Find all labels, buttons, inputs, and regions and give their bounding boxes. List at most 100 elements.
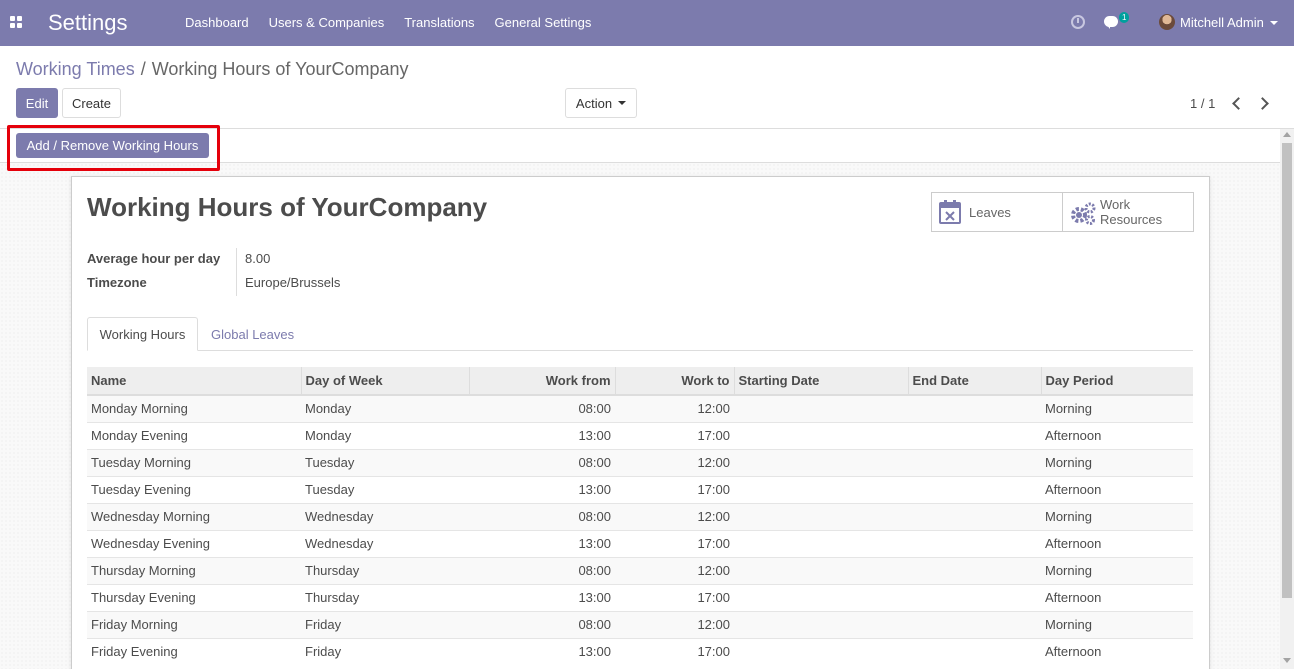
cell-day-period: Afternoon [1041, 583, 1193, 611]
cell-work-from: 08:00 [469, 502, 615, 530]
cell-name: Thursday Evening [87, 583, 301, 611]
cell-day-period: Morning [1041, 610, 1193, 638]
caret-down-icon[interactable] [1270, 21, 1278, 25]
cell-end-date [908, 637, 1041, 665]
create-button[interactable]: Create [62, 88, 121, 118]
cell-work-to: 12:00 [615, 394, 734, 422]
table-row[interactable]: Wednesday Evening Wednesday 13:00 17:00 Afte… [87, 529, 1193, 557]
cell-end-date [908, 556, 1041, 584]
table-row[interactable]: Friday Morning Friday 08:00 12:00 Morning [87, 610, 1193, 638]
action-label: Action [575, 95, 613, 111]
cell-work-to: 17:00 [615, 421, 734, 449]
table-row[interactable]: Friday Evening Friday 13:00 17:00 Afternoon [87, 637, 1193, 665]
work-resources-label-line1: Work [1100, 197, 1131, 212]
cell-day-of-week: Monday [301, 421, 469, 449]
cell-starting-date [734, 394, 908, 422]
column-header-day-of-week[interactable]: Day of Week [300, 367, 469, 396]
timezone-value: Europe/Brussels [245, 275, 341, 290]
breadcrumb: Working Times / Working Hours of YourCompa… [16, 59, 409, 80]
cell-day-period: Morning [1041, 448, 1193, 476]
table-row[interactable]: Thursday Morning Thursday 08:00 12:00 Mornin… [87, 556, 1193, 584]
avatar[interactable] [1159, 14, 1175, 30]
timezone-label: Timezone [87, 275, 147, 290]
work-resources-label-line2: Resources [1100, 212, 1163, 227]
edit-button[interactable]: Edit [16, 88, 58, 118]
cell-work-from: 08:00 [469, 448, 615, 476]
cell-end-date [908, 583, 1041, 611]
cell-work-from: 13:00 [469, 421, 615, 449]
cell-work-to: 12:00 [615, 448, 734, 476]
cell-work-to: 17:00 [615, 529, 734, 557]
menu-item-translations[interactable]: Translations [404, 15, 475, 30]
cell-starting-date [734, 556, 908, 584]
column-header-name[interactable]: Name [87, 367, 301, 396]
table-row[interactable]: Thursday Evening Thursday 13:00 17:00 Aftern… [87, 583, 1193, 611]
cell-day-of-week: Friday [301, 610, 469, 638]
record-title: Working Hours of YourCompany [87, 192, 488, 222]
leaves-smart-button[interactable]: Leaves [931, 192, 1063, 232]
cell-name: Tuesday Evening [87, 475, 301, 503]
table-row[interactable]: Wednesday Morning Wednesday 08:00 12:00 Morn… [87, 502, 1193, 530]
field-divider [236, 248, 237, 296]
table-row[interactable]: Tuesday Morning Tuesday 08:00 12:00 Morning [87, 448, 1193, 476]
work-resources-smart-button[interactable]: Work Resources [1062, 192, 1194, 232]
breadcrumb-current: Working Hours of YourCompany [151, 59, 409, 79]
scroll-down-arrow-icon[interactable] [1283, 658, 1291, 663]
breadcrumb-separator: / [140, 59, 146, 79]
avg-hour-label: Average hour per day [87, 251, 221, 266]
cell-day-period: Morning [1041, 556, 1193, 584]
scrollbar-thumb[interactable] [1282, 143, 1292, 598]
cell-end-date [908, 448, 1041, 476]
cell-work-from: 13:00 [469, 637, 615, 665]
cell-starting-date [734, 637, 908, 665]
menu-item-dashboard[interactable]: Dashboard [185, 15, 249, 30]
cell-work-to: 17:00 [615, 637, 734, 665]
notebook-tabs: Working Hours Global Leaves [87, 317, 1193, 351]
column-header-end-date[interactable]: End Date [907, 367, 1041, 396]
tab-global-leaves[interactable]: Global Leaves [211, 326, 295, 342]
column-header-starting-date[interactable]: Starting Date [733, 367, 908, 396]
cell-name: Thursday Morning [87, 556, 301, 584]
cell-end-date [908, 502, 1041, 530]
cell-starting-date [734, 610, 908, 638]
cell-day-period: Afternoon [1041, 529, 1193, 557]
menu-item-users-companies[interactable]: Users & Companies [268, 15, 385, 30]
menu-item-general-settings[interactable]: General Settings [494, 15, 592, 30]
action-dropdown-button[interactable]: Action [565, 88, 637, 118]
cell-work-from: 08:00 [469, 610, 615, 638]
cell-day-period: Afternoon [1041, 637, 1193, 665]
table-row[interactable]: Monday Evening Monday 13:00 17:00 Afternoon [87, 421, 1193, 449]
app-title: Settings [48, 10, 128, 35]
highlight-annotation-box [7, 125, 220, 171]
table-row[interactable]: Monday Morning Monday 08:00 12:00 Morning [87, 394, 1193, 422]
cell-day-of-week: Friday [301, 637, 469, 665]
leaves-label: Leaves [969, 204, 1011, 220]
table-row[interactable]: Tuesday Evening Tuesday 13:00 17:00 Afternoo… [87, 475, 1193, 503]
cell-starting-date [734, 502, 908, 530]
column-header-work-from[interactable]: Work from [468, 367, 615, 396]
apps-menu-icon[interactable] [10, 16, 23, 28]
cell-end-date [908, 421, 1041, 449]
column-header-day-period[interactable]: Day Period [1040, 367, 1193, 396]
pager-previous-icon[interactable] [1231, 97, 1241, 109]
column-header-work-to[interactable]: Work to [614, 367, 734, 396]
user-menu-name[interactable]: Mitchell Admin [1180, 15, 1264, 30]
cell-work-to: 17:00 [615, 583, 734, 611]
cell-day-of-week: Wednesday [301, 502, 469, 530]
cell-end-date [908, 529, 1041, 557]
chat-icon[interactable] [1104, 16, 1118, 29]
cell-name: Monday Morning [87, 394, 301, 422]
cell-day-of-week: Tuesday [301, 475, 469, 503]
working-hours-table: Name Day of Week Work from Work to Start… [87, 367, 1193, 665]
activity-clock-icon[interactable] [1071, 15, 1085, 29]
tab-working-hours[interactable]: Working Hours [87, 317, 198, 351]
cell-starting-date [734, 475, 908, 503]
add-remove-working-hours-button[interactable]: Add / Remove Working Hours [16, 133, 209, 158]
cell-day-period: Morning [1041, 502, 1193, 530]
pager-next-icon[interactable] [1258, 97, 1268, 109]
scroll-up-arrow-icon[interactable] [1283, 132, 1291, 137]
breadcrumb-parent-link[interactable]: Working Times [16, 59, 135, 79]
cell-starting-date [734, 583, 908, 611]
cell-work-from: 13:00 [469, 475, 615, 503]
cell-day-period: Morning [1041, 394, 1193, 422]
